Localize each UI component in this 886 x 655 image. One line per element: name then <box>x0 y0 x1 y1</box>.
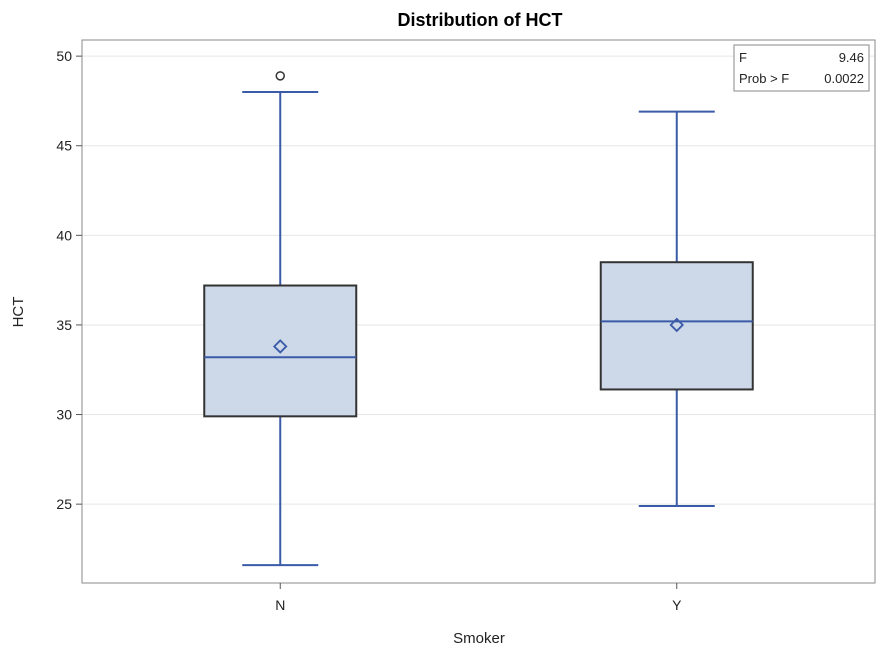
inset-f-label: F <box>739 50 747 65</box>
interquartile-box <box>599 261 754 391</box>
y-tick-label: 30 <box>56 407 72 423</box>
inset-box <box>733 44 870 92</box>
plot-area-frame <box>81 39 876 584</box>
y-axis: 25 30 35 40 45 50 <box>56 48 82 512</box>
x-axis-label: Smoker <box>453 630 505 647</box>
outlier-point <box>275 71 285 81</box>
inset-prob-label: Prob > F <box>739 71 789 86</box>
y-tick-label: 45 <box>56 138 72 154</box>
statistics-inset: F 9.46 Prob > F 0.0022 <box>733 44 870 92</box>
y-tick-label: 50 <box>56 48 72 64</box>
interquartile-box <box>203 284 358 418</box>
chart-title: Distribution of HCT <box>398 10 563 30</box>
inset-prob-value: 0.0022 <box>824 71 864 86</box>
mean-marker <box>669 317 685 333</box>
x-tick-label: Y <box>672 597 682 613</box>
box-plot-series <box>203 71 754 567</box>
y-tick-label: 40 <box>56 227 72 243</box>
y-tick-label: 25 <box>56 496 72 512</box>
x-tick-label: N <box>275 597 285 613</box>
inset-f-value: 9.46 <box>839 50 864 65</box>
y-axis-label: HCT <box>10 297 27 328</box>
box-N <box>203 71 358 567</box>
mean-marker <box>272 339 288 354</box>
box-Y <box>599 110 754 507</box>
y-tick-label: 35 <box>56 317 72 333</box>
